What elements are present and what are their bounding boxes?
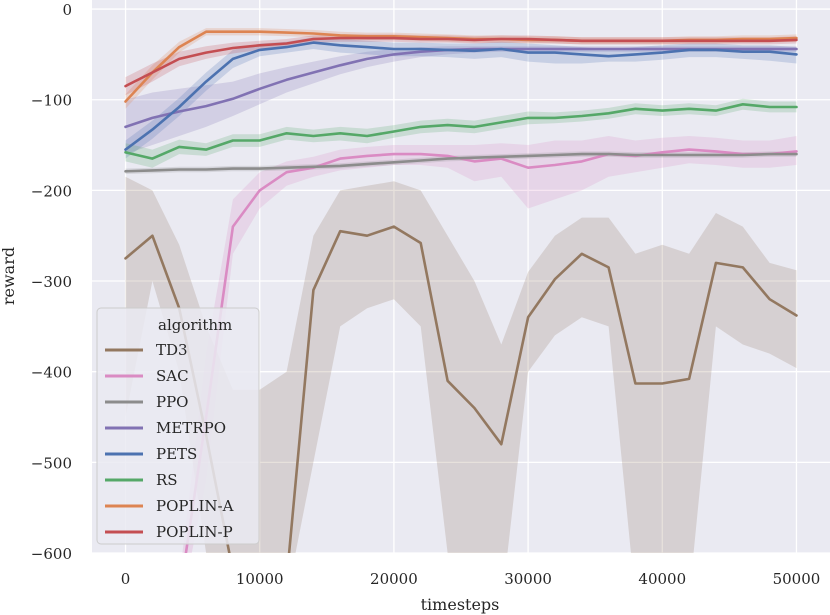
x-tick-label: 0 [121, 570, 131, 588]
y-tick-label: −400 [31, 364, 72, 382]
x-tick-label: 30000 [504, 570, 552, 588]
legend-label-poplin-p: POPLIN-P [156, 523, 233, 541]
legend: algorithm TD3 SAC PPO METRPO PETS RS POPLIN-A P… [96, 307, 260, 545]
x-axis-label: timesteps [421, 595, 500, 614]
x-tick-label: 10000 [236, 570, 284, 588]
legend-label-poplin-a: POPLIN-A [156, 497, 234, 515]
x-tick-label: 40000 [638, 570, 686, 588]
legend-label-td3: TD3 [156, 341, 188, 359]
x-tick-label: 50000 [773, 570, 821, 588]
legend-label-ppo: PPO [156, 393, 188, 411]
legend-title: algorithm [158, 316, 232, 334]
band-rs [125, 98, 797, 168]
band-poplin-a [125, 28, 797, 109]
series-line-rs [124, 103, 798, 160]
y-axis-ticks: −600 −500 −400 −300 −200 −100 0 [31, 1, 72, 563]
band-metrpo [125, 46, 797, 155]
series-lines [124, 30, 798, 553]
y-tick-label: −100 [31, 92, 72, 110]
x-tick-label: 20000 [370, 570, 418, 588]
legend-label-sac: SAC [156, 367, 189, 385]
series-line-td3 [124, 225, 798, 553]
legend-label-pets: PETS [156, 445, 197, 463]
band-td3 [125, 176, 797, 553]
legend-label-metrpo: METRPO [156, 419, 226, 437]
legend-box [96, 307, 260, 545]
y-tick-label: −300 [31, 273, 72, 291]
y-tick-label: 0 [62, 1, 72, 19]
series-line-pets [124, 41, 798, 151]
y-tick-label: −600 [31, 545, 72, 563]
series-line-poplin-p [124, 36, 798, 88]
y-tick-label: −200 [31, 182, 72, 200]
legend-label-rs: RS [156, 471, 178, 489]
y-axis-label: reward [0, 247, 18, 305]
x-axis-ticks: 0 10000 20000 30000 40000 50000 [121, 570, 821, 588]
series-line-ppo [124, 152, 798, 173]
y-tick-label: −500 [31, 454, 72, 472]
